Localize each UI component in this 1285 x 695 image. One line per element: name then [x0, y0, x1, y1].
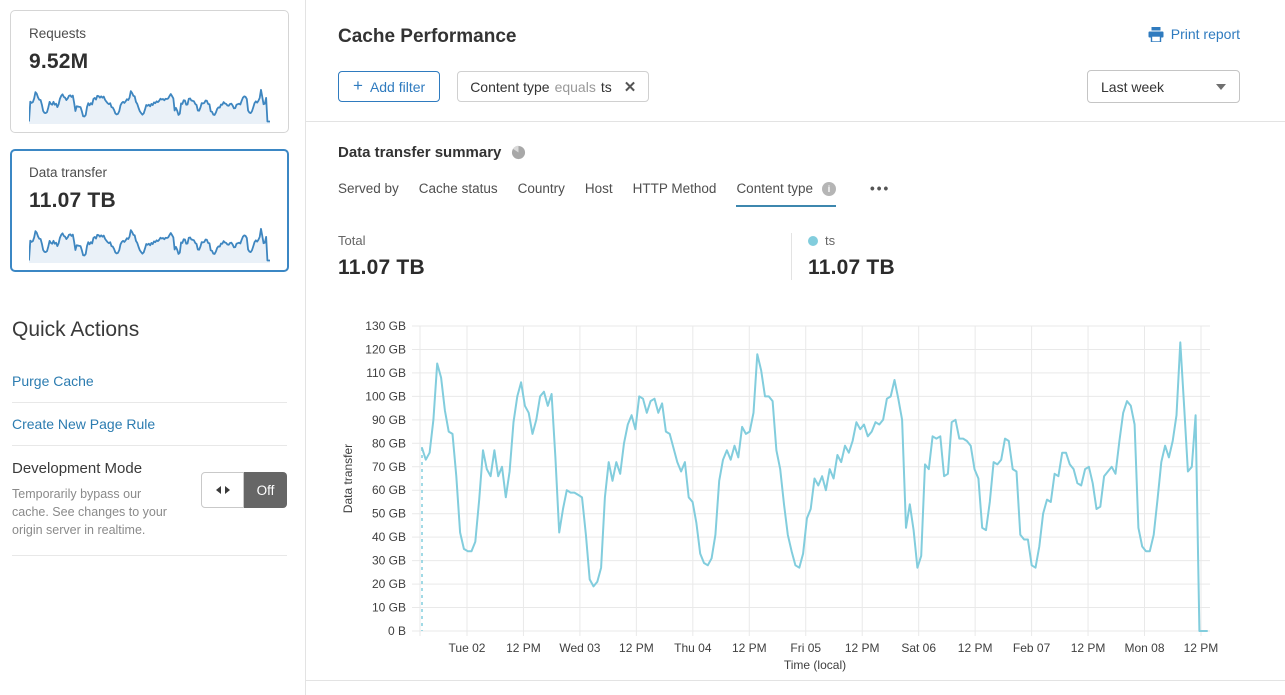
requests-card[interactable]: Requests 9.52M: [10, 10, 289, 133]
legend-label-ts: ts: [825, 233, 836, 248]
ellipsis-icon: •••: [870, 181, 891, 196]
svg-text:100 GB: 100 GB: [365, 389, 406, 403]
development-mode-description: Temporarily bypass our cache. See change…: [12, 487, 167, 538]
svg-text:10 GB: 10 GB: [372, 601, 406, 615]
series-stat: ts 11.07 TB: [792, 233, 895, 280]
svg-text:60 GB: 60 GB: [372, 483, 406, 497]
svg-text:0 B: 0 B: [388, 624, 406, 638]
purge-cache-link[interactable]: Purge Cache: [12, 373, 94, 389]
data-transfer-line-chart[interactable]: 0 B 10 GB 20 GB 30 GB 40 GB 50 GB 60 GB 70 GB 80…: [338, 302, 1231, 678]
create-page-rule-link[interactable]: Create New Page Rule: [12, 416, 156, 432]
svg-text:12 PM: 12 PM: [732, 641, 767, 655]
svg-text:120 GB: 120 GB: [365, 342, 406, 356]
svg-text:Time (local): Time (local): [784, 658, 846, 672]
filter-chip-field: Content type: [470, 78, 550, 95]
print-report-label: Print report: [1170, 26, 1240, 42]
requests-sparkline-chart: [29, 84, 270, 124]
dev-mode-toggle[interactable]: Off: [201, 472, 287, 508]
divider: [791, 233, 792, 280]
svg-text:Data transfer: Data transfer: [341, 444, 355, 513]
svg-text:12 PM: 12 PM: [1071, 641, 1106, 655]
pie-chart-icon[interactable]: [511, 145, 526, 160]
tab-served-by[interactable]: Served by: [338, 181, 399, 196]
sidebar: Requests 9.52M Data transfer 11.07 TB Qu…: [0, 0, 306, 695]
svg-text:Thu 04: Thu 04: [674, 641, 712, 655]
legend-dot-ts: [808, 235, 818, 246]
svg-text:12 PM: 12 PM: [619, 641, 654, 655]
filter-chip: Content type equals ts ✕: [457, 71, 650, 102]
divider: [306, 121, 1285, 122]
development-mode-row: Development Mode Temporarily bypass our …: [12, 446, 287, 555]
summary-title-row: Data transfer summary: [306, 122, 1285, 161]
svg-text:40 GB: 40 GB: [372, 530, 406, 544]
info-icon[interactable]: i: [822, 181, 836, 196]
svg-text:20 GB: 20 GB: [372, 577, 406, 591]
total-stat: Total 11.07 TB: [338, 233, 791, 280]
remove-filter-icon[interactable]: ✕: [623, 78, 637, 96]
requests-card-label: Requests: [29, 26, 87, 41]
quick-actions-section: Quick Actions Purge Cache Create New Pag…: [10, 288, 289, 557]
svg-text:Mon 08: Mon 08: [1125, 641, 1165, 655]
tab-content-type[interactable]: Content type i: [736, 181, 836, 207]
svg-text:Sat 06: Sat 06: [901, 641, 936, 655]
filter-chip-operator: equals: [554, 78, 596, 95]
filter-chip-value: ts: [600, 78, 612, 95]
svg-text:30 GB: 30 GB: [372, 554, 406, 568]
svg-text:Fri 05: Fri 05: [790, 641, 821, 655]
printer-icon: [1148, 26, 1164, 42]
quick-actions-title: Quick Actions: [12, 318, 140, 341]
svg-text:12 PM: 12 PM: [845, 641, 880, 655]
chevron-down-icon: [1216, 83, 1226, 90]
more-tabs-button[interactable]: •••: [870, 181, 890, 205]
stats-row: Total 11.07 TB ts 11.07 TB: [306, 207, 1285, 280]
total-label: Total: [338, 233, 366, 248]
time-range-value: Last week: [1101, 78, 1165, 95]
divider: [306, 680, 1285, 681]
svg-text:130 GB: 130 GB: [365, 319, 406, 333]
svg-text:80 GB: 80 GB: [372, 436, 406, 450]
development-mode-label: Development Mode: [12, 460, 143, 477]
add-filter-label: Add filter: [369, 78, 426, 95]
tab-cache-status[interactable]: Cache status: [418, 181, 498, 196]
divider: [12, 445, 287, 446]
svg-text:Wed 03: Wed 03: [559, 641, 600, 655]
total-value: 11.07 TB: [338, 256, 425, 279]
data-transfer-card[interactable]: Data transfer 11.07 TB: [10, 149, 289, 272]
svg-text:90 GB: 90 GB: [372, 413, 406, 427]
divider: [12, 402, 287, 403]
svg-text:12 PM: 12 PM: [506, 641, 541, 655]
svg-text:70 GB: 70 GB: [372, 460, 406, 474]
svg-text:Tue 02: Tue 02: [449, 641, 486, 655]
toggle-arrows-icon: [201, 472, 244, 508]
svg-text:50 GB: 50 GB: [372, 507, 406, 521]
summary-tabs: Served by Cache status Country Host HTTP…: [306, 161, 1285, 207]
add-filter-button[interactable]: + Add filter: [338, 71, 441, 102]
data-transfer-card-label: Data transfer: [29, 165, 108, 180]
svg-text:12 PM: 12 PM: [1184, 641, 1219, 655]
divider: [12, 555, 287, 557]
filters-row: + Add filter Content type equals ts ✕ La…: [306, 48, 1285, 103]
print-report-button[interactable]: Print report: [1148, 26, 1240, 42]
legend-value-ts: 11.07 TB: [808, 256, 895, 279]
page-title: Cache Performance: [338, 26, 517, 47]
svg-text:Feb 07: Feb 07: [1013, 641, 1051, 655]
main-content: Cache Performance Print report + Add fil…: [306, 0, 1285, 695]
data-transfer-sparkline-chart: [29, 223, 270, 263]
svg-text:12 PM: 12 PM: [958, 641, 993, 655]
tab-host[interactable]: Host: [584, 181, 613, 196]
requests-card-value: 9.52M: [29, 50, 89, 73]
time-range-select[interactable]: Last week: [1087, 70, 1240, 103]
main-header: Cache Performance Print report: [306, 0, 1285, 48]
tab-http-method[interactable]: HTTP Method: [632, 181, 717, 196]
tab-content-type-label: Content type: [736, 181, 813, 196]
summary-title: Data transfer summary: [338, 144, 502, 161]
toggle-off-label: Off: [244, 472, 287, 508]
tab-country[interactable]: Country: [517, 181, 565, 196]
data-transfer-card-value: 11.07 TB: [29, 189, 116, 212]
plus-icon: +: [353, 76, 363, 95]
svg-text:110 GB: 110 GB: [366, 366, 406, 380]
